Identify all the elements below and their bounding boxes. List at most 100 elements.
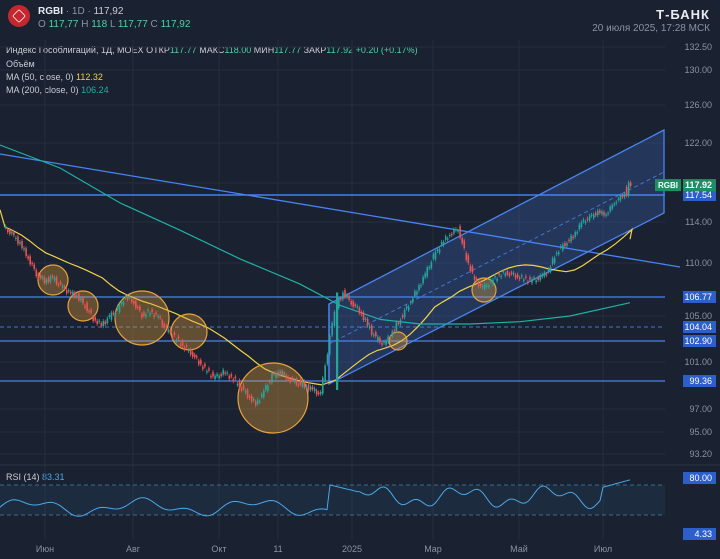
candle-body-275 xyxy=(568,239,570,242)
candle-body-115 xyxy=(238,380,241,388)
candle-body-81 xyxy=(169,329,172,333)
candle-body-16 xyxy=(37,273,40,278)
candle-body-100 xyxy=(208,368,210,371)
ma50-label[interactable]: MA (50, close, 0) xyxy=(6,72,74,82)
candle-body-274 xyxy=(566,243,568,246)
candle-body-273 xyxy=(564,243,566,247)
candle-body-73 xyxy=(153,315,155,318)
candle-body-32 xyxy=(70,291,72,294)
candle-body-83 xyxy=(173,332,176,336)
candle-body-171 xyxy=(354,304,357,307)
candle-body-196 xyxy=(405,306,408,309)
candle-body-91 xyxy=(189,349,192,355)
ohlc-row: O 117,77 H 118 L 117,77 C 117,92 xyxy=(38,19,190,30)
candle-body-247 xyxy=(510,272,513,274)
candle-body-239 xyxy=(494,276,496,278)
candle-body-108 xyxy=(224,372,227,374)
candle-body-210 xyxy=(434,251,437,260)
candle-body-277 xyxy=(572,236,574,239)
candle-body-57 xyxy=(120,301,123,305)
y-tick-0: 132.50 xyxy=(684,42,712,52)
candle-body-258 xyxy=(533,277,535,279)
candle-body-98 xyxy=(204,364,206,367)
candle-body-153 xyxy=(315,390,318,395)
candle-body-245 xyxy=(506,271,509,275)
candle-body-278 xyxy=(574,232,577,237)
candle-body-55 xyxy=(116,306,119,309)
candle-body-163 xyxy=(338,298,340,308)
y-tick-4: 118.00 xyxy=(685,178,712,188)
ohlc-o-label: O xyxy=(38,19,46,30)
candle-body-45 xyxy=(96,320,99,324)
candle-body-44 xyxy=(94,317,97,321)
candle-body-229 xyxy=(473,276,476,280)
candle-body-252 xyxy=(521,275,523,277)
candle-body-86 xyxy=(179,344,182,346)
candle-body-174 xyxy=(360,312,363,315)
candle-body-101 xyxy=(210,375,212,378)
candle-body-148 xyxy=(305,385,308,389)
candle-body-232 xyxy=(479,283,482,287)
candle-body-236 xyxy=(488,285,490,287)
candle-body-270 xyxy=(558,252,560,255)
candle-body-19 xyxy=(43,277,46,283)
candle-body-74 xyxy=(155,312,157,315)
candle-body-293 xyxy=(605,214,607,216)
rsi-value: 83.31 xyxy=(42,472,65,482)
candle-gap-up xyxy=(336,292,339,391)
candle-body-283 xyxy=(584,221,587,224)
candle-body-169 xyxy=(350,301,352,305)
interval-label[interactable]: 1D xyxy=(71,6,85,17)
candle-body-35 xyxy=(76,295,78,297)
candle-body-142 xyxy=(293,379,296,382)
candle-body-249 xyxy=(514,274,517,279)
candle-body-297 xyxy=(613,203,616,206)
candle-body-220 xyxy=(455,229,457,231)
candle-body-40 xyxy=(86,302,88,311)
candle-body-5 xyxy=(15,237,17,239)
candle-body-82 xyxy=(171,336,174,339)
candle-body-211 xyxy=(436,249,439,252)
close-value: 117.92 xyxy=(326,45,354,55)
price-axis: 132.50 130.00 126.00 122.00 118.00 114.00 110.… xyxy=(655,42,716,459)
candle-body-27 xyxy=(59,281,62,284)
candle-body-116 xyxy=(240,388,243,391)
candle-body-269 xyxy=(555,252,558,255)
candle-body-238 xyxy=(492,279,494,285)
candle-body-64 xyxy=(135,300,137,308)
candle-body-25 xyxy=(55,277,58,285)
ma200-label[interactable]: MA (200, close, 0) xyxy=(6,85,79,95)
rsi-label[interactable]: RSI (14) xyxy=(6,472,40,482)
candle-body-223 xyxy=(461,237,463,244)
x-tick-2: Окт xyxy=(211,544,226,554)
candle-body-143 xyxy=(295,378,298,385)
candle-body-103 xyxy=(214,375,216,380)
candle-body-93 xyxy=(193,354,196,358)
channel-band xyxy=(328,128,665,386)
high-value: 118.00 xyxy=(224,45,252,55)
ticker-symbol[interactable]: RGBI xyxy=(38,6,63,17)
candle-body-10 xyxy=(25,248,27,256)
candle-body-271 xyxy=(560,246,562,248)
candle-body-222 xyxy=(459,226,461,238)
candle-body-208 xyxy=(430,262,433,269)
candle-body-58 xyxy=(122,302,125,306)
candle-body-200 xyxy=(414,291,416,296)
candle-body-152 xyxy=(313,388,316,392)
candle-body-166 xyxy=(344,290,346,298)
candle-body-159 xyxy=(329,335,331,355)
candle-body-209 xyxy=(432,254,435,259)
candle-body-233 xyxy=(481,285,484,288)
candle-body-130 xyxy=(269,381,271,383)
candle-body-146 xyxy=(301,381,304,387)
candle-body-256 xyxy=(529,277,531,280)
candle-body-49 xyxy=(104,321,107,324)
candle-body-162 xyxy=(336,305,338,308)
candle-body-282 xyxy=(582,219,585,222)
candle-body-299 xyxy=(617,198,620,200)
candle-body-0 xyxy=(5,226,7,228)
candle-body-105 xyxy=(218,375,220,379)
rsi-tick-1: 4.33 xyxy=(694,529,712,539)
